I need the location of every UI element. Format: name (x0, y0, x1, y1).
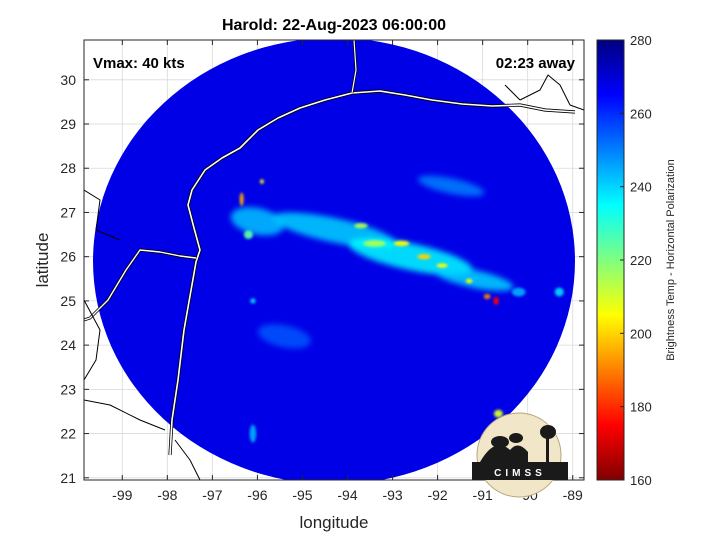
gulf-coastline-white (169, 90, 576, 456)
y-tick-label: 27 (60, 204, 76, 220)
tb-feature (483, 293, 491, 300)
colorbar-tick-label: 180 (630, 400, 652, 415)
x-tick-label: -92 (427, 487, 447, 503)
colorbar-tick-label: 220 (630, 253, 652, 268)
colorbar (596, 39, 625, 481)
brightness-temp-swath (93, 40, 575, 480)
x-tick-label: -91 (473, 487, 493, 503)
colorbar-tick-label: 260 (630, 106, 652, 121)
tb-feature (436, 263, 448, 268)
us-mexico-border-white (84, 249, 197, 321)
tb-feature (354, 223, 368, 229)
tb-feature (250, 298, 256, 304)
time-offset-annotation: 02:23 away (496, 55, 576, 72)
x-tick-label: -94 (337, 487, 357, 503)
tb-feature (493, 296, 499, 305)
tb-feature (257, 324, 311, 349)
colorbar-label: Brightness Temp - Horizontal Polarizatio… (665, 159, 677, 361)
x-tick-label: -93 (382, 487, 402, 503)
tb-feature (493, 409, 503, 418)
tb-feature (418, 175, 485, 197)
y-tick-label: 21 (60, 470, 76, 486)
y-tick-label: 26 (60, 249, 76, 265)
tb-feature (433, 266, 514, 291)
x-tick-label: -99 (112, 487, 132, 503)
tb-feature (243, 230, 253, 239)
tb-feature (417, 254, 431, 260)
y-axis-label: latitude (33, 233, 52, 288)
colorbar-ticks: 160 180 200 220 240 260 280 (620, 33, 652, 488)
tb-feature (239, 192, 244, 206)
y-tick-label: 28 (60, 160, 76, 176)
state-border-east-white (351, 40, 357, 94)
swath-group (84, 40, 584, 480)
x-tick-labels: -99-98-97-96-95-94-93-92-91-90-89 (112, 487, 583, 503)
x-axis-label: longitude (299, 513, 368, 532)
convective-features-core (239, 179, 564, 443)
tb-feature (511, 287, 526, 297)
louisiana-coast (504, 74, 584, 111)
tb-feature (230, 207, 285, 236)
tb-feature (393, 240, 410, 247)
y-tick-label: 22 (60, 426, 76, 442)
mexico-states (84, 189, 201, 480)
y-tick-label: 29 (60, 116, 76, 132)
x-tick-label: -98 (157, 487, 177, 503)
y-tick-label: 23 (60, 381, 76, 397)
axis-ticks (84, 40, 584, 480)
x-tick-label: -96 (247, 487, 267, 503)
colorbar-tick-label: 280 (630, 33, 652, 48)
cimss-logo: CIMSS (472, 412, 568, 498)
x-tick-label: -95 (292, 487, 312, 503)
colorbar-tick-label: 200 (630, 326, 652, 341)
y-tick-labels: 21 22 23 24 25 26 27 28 29 30 (60, 72, 76, 486)
tb-feature (554, 287, 564, 297)
y-tick-label: 25 (60, 293, 76, 309)
x-tick-label: -89 (563, 487, 583, 503)
tb-feature (259, 179, 264, 184)
y-tick-label: 24 (60, 337, 76, 353)
x-tick-label: -97 (202, 487, 222, 503)
tb-feature (465, 278, 473, 284)
colorbar-tick-label: 160 (630, 473, 652, 488)
vmax-annotation: Vmax: 40 kts (93, 55, 185, 72)
tb-feature (249, 424, 257, 443)
y-tick-label: 30 (60, 72, 76, 88)
map-outlines (84, 40, 584, 480)
colorbar-tick-label: 240 (630, 180, 652, 195)
svg-text:CIMSS: CIMSS (494, 468, 546, 479)
chart-title: Harold: 22-Aug-2023 06:00:00 (222, 17, 446, 34)
axes-frame (83, 39, 585, 481)
tb-feature (363, 240, 386, 247)
